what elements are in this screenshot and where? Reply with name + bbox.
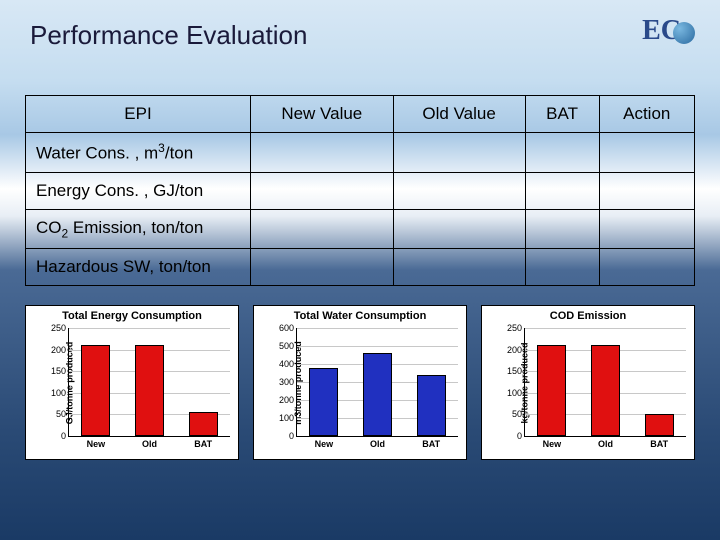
grid-line bbox=[525, 328, 686, 329]
x-tick-label: Old bbox=[370, 436, 385, 449]
table-cell bbox=[251, 249, 394, 286]
y-tick-label: 150 bbox=[507, 366, 525, 376]
plot-area: 050100150200250NewOldBAT bbox=[68, 328, 230, 437]
bar bbox=[417, 375, 446, 436]
table-cell bbox=[251, 172, 394, 209]
table-cell bbox=[525, 172, 599, 209]
y-tick-label: 100 bbox=[279, 413, 297, 423]
plot-area: 0100200300400500600NewOldBAT bbox=[296, 328, 458, 437]
plot-area: 050100150200250NewOldBAT bbox=[524, 328, 686, 437]
y-tick-label: 250 bbox=[507, 323, 525, 333]
table-body: Water Cons. , m3/tonEnergy Cons. , GJ/to… bbox=[26, 133, 695, 286]
table-cell bbox=[525, 209, 599, 248]
x-tick-label: Old bbox=[598, 436, 613, 449]
row-label: CO2 Emission, ton/ton bbox=[26, 209, 251, 248]
table-header-cell: New Value bbox=[251, 96, 394, 133]
table-header-cell: BAT bbox=[525, 96, 599, 133]
table-cell bbox=[393, 249, 525, 286]
table-cell bbox=[599, 209, 695, 248]
chart-title: Total Water Consumption bbox=[254, 306, 466, 324]
y-tick-label: 200 bbox=[507, 345, 525, 355]
epi-table: EPINew ValueOld ValueBATAction Water Con… bbox=[25, 95, 695, 286]
y-tick-label: 150 bbox=[51, 366, 69, 376]
row-label: Hazardous SW, ton/ton bbox=[26, 249, 251, 286]
y-tick-label: 100 bbox=[507, 388, 525, 398]
table-cell bbox=[393, 133, 525, 173]
table-cell bbox=[251, 209, 394, 248]
bar bbox=[81, 345, 110, 436]
table-header-row: EPINew ValueOld ValueBATAction bbox=[26, 96, 695, 133]
bar bbox=[645, 414, 674, 436]
chart-title: Total Energy Consumption bbox=[26, 306, 238, 324]
bar bbox=[537, 345, 566, 436]
y-tick-label: 250 bbox=[51, 323, 69, 333]
x-tick-label: BAT bbox=[422, 436, 440, 449]
table-cell bbox=[525, 133, 599, 173]
charts-row: Total Energy ConsumptionGJ/tonne produce… bbox=[25, 305, 695, 460]
chart: COD Emissionkg/tonne produced05010015020… bbox=[481, 305, 695, 460]
x-tick-label: BAT bbox=[194, 436, 212, 449]
y-tick-label: 100 bbox=[51, 388, 69, 398]
table-cell bbox=[599, 133, 695, 173]
y-tick-label: 500 bbox=[279, 341, 297, 351]
y-tick-label: 300 bbox=[279, 377, 297, 387]
table-cell bbox=[393, 209, 525, 248]
bar bbox=[189, 412, 218, 436]
table-header-cell: Action bbox=[599, 96, 695, 133]
table-header-cell: EPI bbox=[26, 96, 251, 133]
table-row: Hazardous SW, ton/ton bbox=[26, 249, 695, 286]
table-header-cell: Old Value bbox=[393, 96, 525, 133]
y-tick-label: 400 bbox=[279, 359, 297, 369]
chart: Total Water Consumptionm3/tonne produced… bbox=[253, 305, 467, 460]
y-tick-label: 0 bbox=[61, 431, 69, 441]
table-cell bbox=[599, 172, 695, 209]
x-tick-label: New bbox=[87, 436, 106, 449]
logo: EC bbox=[642, 15, 695, 47]
table-cell bbox=[525, 249, 599, 286]
table-cell bbox=[599, 249, 695, 286]
bar bbox=[363, 353, 392, 436]
grid-line bbox=[297, 328, 458, 329]
y-tick-label: 0 bbox=[289, 431, 297, 441]
y-tick-label: 50 bbox=[56, 409, 69, 419]
bar bbox=[591, 345, 620, 436]
chart: Total Energy ConsumptionGJ/tonne produce… bbox=[25, 305, 239, 460]
table-row: Energy Cons. , GJ/ton bbox=[26, 172, 695, 209]
x-tick-label: BAT bbox=[650, 436, 668, 449]
x-tick-label: Old bbox=[142, 436, 157, 449]
row-label: Energy Cons. , GJ/ton bbox=[26, 172, 251, 209]
chart-title: COD Emission bbox=[482, 306, 694, 324]
globe-icon bbox=[673, 22, 695, 44]
bar bbox=[135, 345, 164, 436]
x-tick-label: New bbox=[315, 436, 334, 449]
table-row: CO2 Emission, ton/ton bbox=[26, 209, 695, 248]
y-tick-label: 600 bbox=[279, 323, 297, 333]
y-tick-label: 50 bbox=[512, 409, 525, 419]
page-title: Performance Evaluation bbox=[30, 20, 307, 51]
x-tick-label: New bbox=[543, 436, 562, 449]
y-tick-label: 200 bbox=[279, 395, 297, 405]
bar bbox=[309, 368, 338, 436]
table-cell bbox=[393, 172, 525, 209]
grid-line bbox=[297, 346, 458, 347]
y-tick-label: 200 bbox=[51, 345, 69, 355]
table-row: Water Cons. , m3/ton bbox=[26, 133, 695, 173]
table-cell bbox=[251, 133, 394, 173]
grid-line bbox=[69, 328, 230, 329]
y-tick-label: 0 bbox=[517, 431, 525, 441]
row-label: Water Cons. , m3/ton bbox=[26, 133, 251, 173]
